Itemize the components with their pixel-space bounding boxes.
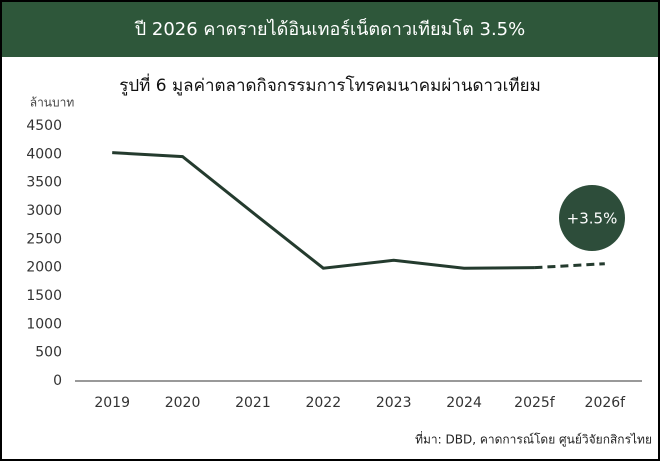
source-note: ที่มา: DBD, คาดการณ์โดย ศูนย์วิจัยกสิกรไ… <box>415 431 652 448</box>
y-tick-label: 3500 <box>26 175 62 191</box>
y-tick-label: 1500 <box>26 288 62 304</box>
y-tick-label: 1000 <box>26 316 62 332</box>
annotation-bubble <box>559 185 625 251</box>
x-tick-label: 2022 <box>305 395 341 411</box>
x-tick-label: 2024 <box>446 395 482 411</box>
x-tick-label: 2023 <box>376 395 412 411</box>
y-tick-label: 4500 <box>26 118 62 134</box>
y-tick-label: 3000 <box>26 203 62 219</box>
x-tick-label: 2020 <box>165 395 201 411</box>
y-tick-label: 0 <box>53 373 62 389</box>
line-series <box>112 151 535 270</box>
y-tick-label: 2500 <box>26 231 62 247</box>
line-series <box>534 262 605 270</box>
y-tick-label: 4000 <box>26 146 62 162</box>
y-tick-label: 2000 <box>26 260 62 276</box>
x-tick-label: 2025f <box>514 395 556 411</box>
y-tick-label: 500 <box>35 345 62 361</box>
chart-title: รูปที่ 6 มูลค่าตลาดกิจกรรมการโทรคมนาคมผ่… <box>119 73 541 96</box>
header-title: ปี 2026 คาดรายได้อินเทอร์เน็ตดาวเทียมโต … <box>134 17 525 40</box>
x-tick-label: 2026f <box>585 395 627 411</box>
x-tick-label: 2019 <box>94 395 130 411</box>
header-band <box>2 2 658 57</box>
y-axis-label: ล้านบาท <box>30 96 75 110</box>
annotation-text: +3.5% <box>567 210 618 228</box>
x-tick-label: 2021 <box>235 395 271 411</box>
